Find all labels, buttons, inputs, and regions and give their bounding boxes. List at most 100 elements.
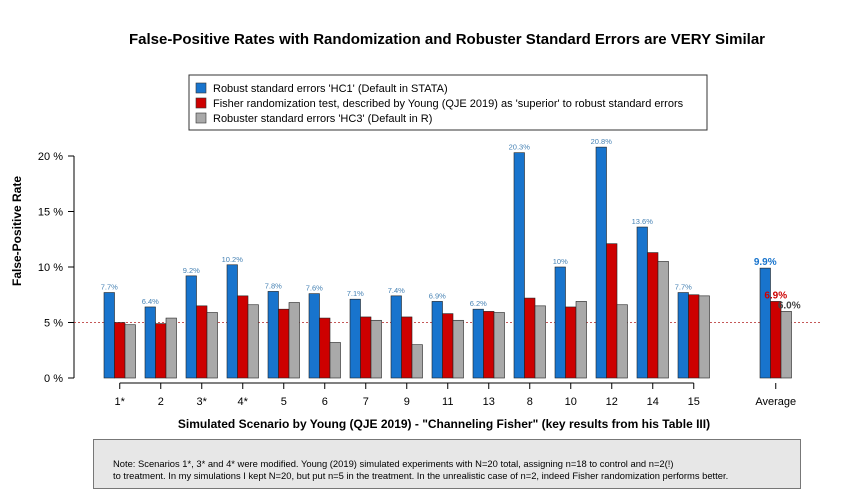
bar-hc1 — [472, 308, 484, 379]
bar-hc3 — [534, 305, 546, 379]
bar-hc1 — [390, 295, 402, 379]
bar-hc1 — [513, 152, 525, 379]
bar-hc1 — [308, 293, 320, 379]
bar-hc1 — [226, 264, 238, 379]
bar-fisher — [319, 317, 331, 379]
bar-label: 20.8% — [591, 137, 613, 146]
legend-label-hc3: Robuster standard errors 'HC3' (Default … — [213, 113, 432, 125]
bar-hc3 — [698, 295, 710, 379]
bar-hc1 — [185, 275, 197, 379]
note-line-1: Note: Scenarios 1*, 3* and 4* were modif… — [113, 458, 674, 469]
x-axis: 1* 2 3* 4* 5 6 7 9 11 13 8 10 12 14 15 Average — [115, 382, 796, 408]
x-tick-label: 2 — [158, 396, 164, 408]
bar-fisher — [442, 313, 454, 379]
x-tick-label: 4* — [238, 396, 249, 408]
y-axis-title: False-Positive Rate — [10, 176, 24, 286]
bar-fisher — [114, 322, 126, 379]
x-tick-label: 14 — [647, 396, 659, 408]
bar-hc1 — [636, 226, 648, 379]
x-axis-title: Simulated Scenario by Young (QJE 2019) -… — [178, 417, 710, 431]
bar-label: 13.6% — [632, 217, 654, 226]
bar-label: 7.6% — [306, 284, 323, 293]
bar-fisher — [155, 323, 167, 379]
bar-hc1 — [554, 266, 566, 379]
bar-hc3 — [616, 304, 628, 379]
bar-hc3 — [247, 304, 259, 379]
chart-title: False-Positive Rates with Randomization … — [129, 31, 765, 48]
bar-label: 10% — [553, 257, 568, 266]
bar-fisher — [483, 311, 495, 379]
note-line-2: to treatment. In my simulations I kept N… — [113, 470, 729, 481]
bar-label: 10.2% — [222, 255, 244, 264]
x-tick-label: 6 — [322, 396, 328, 408]
bar-label: 9.2% — [183, 266, 200, 275]
bar-fisher — [196, 305, 208, 379]
bar-label: 6.9% — [429, 291, 446, 300]
bar-fisher — [360, 316, 372, 379]
bar-fisher — [688, 294, 700, 379]
bar-fisher — [565, 306, 577, 379]
bar-hc3 — [493, 312, 505, 379]
bar-label-avg: 6.9% — [764, 290, 787, 301]
bar-fisher — [278, 308, 290, 379]
bar-hc1 — [144, 306, 156, 379]
bar-hc3 — [780, 311, 792, 379]
bar-hc3 — [329, 342, 341, 379]
bar-label: 7.4% — [388, 286, 405, 295]
bar-fisher — [647, 252, 659, 379]
bar-label-avg: 6.0% — [778, 300, 801, 311]
x-tick-label: 7 — [363, 396, 369, 408]
legend-swatch-hc1 — [195, 82, 207, 94]
bar-label: 7.1% — [347, 289, 364, 298]
y-tick-label: 0 % — [44, 373, 63, 385]
bar-label: 6.4% — [142, 297, 159, 306]
bar-hc1 — [677, 292, 689, 379]
x-tick-label: 13 — [483, 396, 495, 408]
bar-hc3 — [370, 319, 382, 379]
bar-fisher — [401, 316, 413, 379]
bar-label: 20.3% — [509, 143, 531, 152]
note-box: Note: Scenarios 1*, 3* and 4* were modif… — [93, 439, 801, 489]
bar-hc3 — [165, 317, 177, 379]
x-tick-label: 3* — [197, 396, 208, 408]
x-tick-label: 1* — [115, 396, 126, 408]
x-tick-label: 9 — [404, 396, 410, 408]
bar-fisher — [606, 243, 618, 379]
x-tick-label: 15 — [688, 396, 700, 408]
bar-fisher — [770, 301, 782, 379]
bar-fisher — [237, 295, 249, 379]
legend-box — [188, 74, 708, 131]
bars-group: 7.7% 6.4% 9.2% 10.2% 7.8% 7.6% 7.1% 7.4% 6.9% 6.2… — [101, 137, 801, 379]
bar-hc3 — [452, 319, 464, 379]
y-axis: 0 % 5 % 10 % 15 % 20 % — [38, 151, 75, 385]
y-tick-label: 10 % — [38, 262, 63, 274]
y-tick-label: 15 % — [38, 207, 63, 219]
bar-hc1 — [349, 298, 361, 379]
bar-hc3 — [288, 302, 300, 379]
bar-hc1 — [431, 301, 443, 379]
bar-label: 7.8% — [265, 281, 282, 290]
bar-hc1 — [595, 146, 607, 379]
bar-hc3 — [575, 301, 587, 379]
legend: Robust standard errors 'HC1' (Default in… — [188, 74, 708, 131]
x-tick-label: 11 — [442, 396, 453, 408]
bar-hc1 — [103, 292, 115, 379]
x-tick-label: 10 — [565, 396, 577, 408]
x-tick-label: 5 — [281, 396, 287, 408]
bar-label: 7.7% — [675, 283, 692, 292]
y-tick-label: 5 % — [44, 318, 63, 330]
bar-hc1 — [759, 267, 771, 379]
y-tick-label: 20 % — [38, 151, 63, 163]
bar-label-avg: 9.9% — [754, 257, 777, 268]
bar-label: 7.7% — [101, 283, 118, 292]
bar-hc1 — [267, 291, 279, 379]
bar-hc3 — [206, 312, 218, 379]
x-tick-label: 12 — [606, 396, 618, 408]
bar-fisher — [524, 297, 536, 379]
legend-swatch-fisher — [195, 97, 207, 109]
legend-label-hc1: Robust standard errors 'HC1' (Default in… — [213, 83, 448, 95]
bar-hc3 — [657, 261, 669, 379]
bar-hc3 — [124, 324, 136, 379]
bar-hc3 — [411, 344, 423, 379]
